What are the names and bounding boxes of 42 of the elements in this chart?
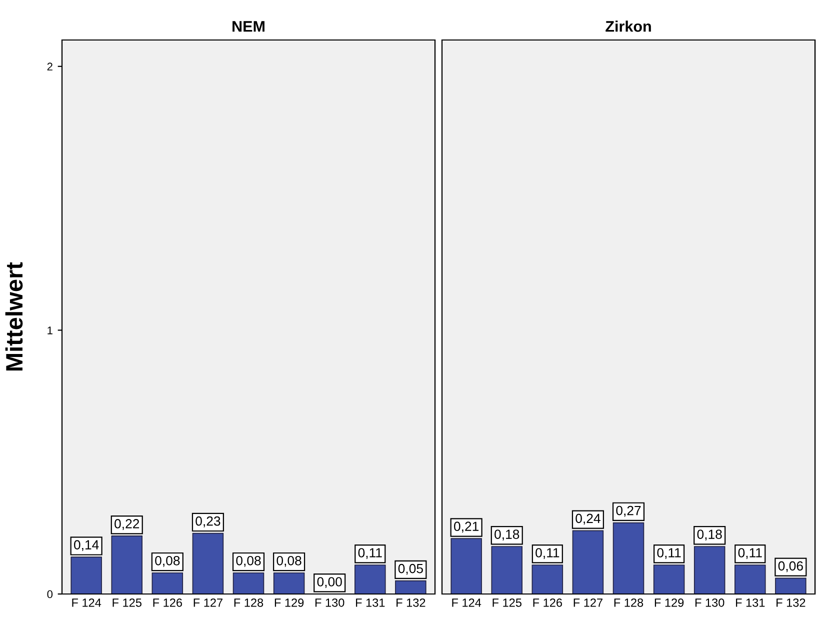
- chart-title: NEM: [232, 21, 264, 32]
- data-label: 0,06: [778, 561, 803, 572]
- x-tick-label: F 129: [654, 598, 684, 607]
- x-tick-label: F 124: [72, 598, 102, 607]
- x-tick-label: F 125: [492, 598, 522, 607]
- data-label: 0,14: [74, 540, 99, 552]
- data-label: 0,18: [697, 530, 722, 541]
- x-tick-label: F 128: [234, 598, 264, 607]
- data-label: 0,08: [276, 556, 302, 567]
- x-tick-label: F 126: [153, 598, 182, 607]
- data-label: 0,24: [576, 514, 600, 525]
- chart-title: Zirkon: [606, 20, 651, 32]
- x-tick-label: F 128: [614, 598, 644, 607]
- data-label: 0,23: [196, 516, 220, 528]
- x-tick-label: F 131: [736, 598, 765, 607]
- x-tick-label: F 125: [112, 598, 142, 607]
- y-tick-label: 1: [48, 326, 52, 334]
- x-tick-label: F 132: [396, 598, 426, 607]
- data-label: 0,08: [155, 556, 180, 567]
- x-tick-label: F 132: [776, 598, 806, 607]
- data-label: 0,11: [536, 548, 560, 559]
- x-tick-label: F 127: [194, 598, 222, 607]
- x-tick-label: F 127: [574, 598, 602, 607]
- x-tick-label: F 126: [533, 598, 562, 607]
- y-tick-label: 0: [47, 590, 53, 598]
- data-label: 0,11: [657, 548, 681, 559]
- data-label: 0,18: [494, 530, 520, 541]
- data-label: 0,05: [398, 564, 423, 575]
- y-axis-title: Mittelwert: [5, 262, 23, 371]
- y-tick-label: 2: [47, 62, 52, 70]
- data-label: 0,27: [616, 506, 641, 517]
- x-tick-label: F 129: [274, 598, 304, 607]
- x-tick-label: F 131: [356, 598, 385, 607]
- data-label: 0,21: [454, 522, 479, 533]
- data-label: 0,11: [738, 548, 762, 559]
- data-label: 0,08: [236, 556, 261, 567]
- x-tick-label: F 130: [315, 598, 344, 607]
- x-tick-label: F 124: [452, 598, 482, 607]
- data-label: 0,11: [358, 548, 382, 559]
- data-label: 0,00: [317, 577, 342, 588]
- data-label: 0,22: [114, 519, 140, 530]
- x-tick-label: F 130: [695, 598, 724, 607]
